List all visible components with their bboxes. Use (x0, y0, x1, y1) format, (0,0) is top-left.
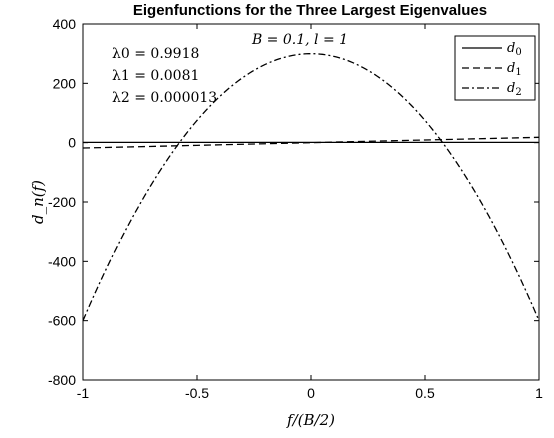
x-tick-label: -1 (77, 385, 90, 401)
y-tick-label: 0 (68, 135, 76, 151)
y-axis-label: d_n(f) (29, 180, 47, 224)
eigenvalue-2: λ2 = 0.000013 (112, 90, 217, 106)
series-d2-line (82, 53, 540, 321)
x-tick-label: 0 (307, 385, 315, 401)
series-d1-line (82, 136, 540, 149)
ticks-layer: -1 -0.5 0 0.5 1 400 200 0 -200 -400 -600 -800 (48, 16, 543, 401)
x-tick-label: 0.5 (415, 385, 435, 401)
y-tick-label: -400 (48, 253, 76, 269)
x-axis-label: f/(B/2) (286, 411, 335, 429)
eigenvalue-0: λ0 = 0.9918 (112, 46, 199, 62)
eigenvalue-1: λ1 = 0.0081 (112, 68, 199, 84)
params-annotation: B = 0.1, l = 1 (251, 32, 348, 48)
y-tick-label: -800 (48, 372, 76, 388)
legend-label-d1: d1 (507, 61, 522, 78)
x-tick-label: 1 (535, 385, 543, 401)
y-tick-label: -200 (48, 194, 76, 210)
chart-title: Eigenfunctions for the Three Largest Eig… (133, 2, 487, 19)
y-tick-label: 200 (53, 75, 77, 91)
y-tick-label: -600 (48, 313, 76, 329)
legend: d0 d1 d2 (454, 35, 536, 101)
legend-label-d2: d2 (507, 81, 522, 98)
legend-label-d0: d0 (507, 41, 522, 58)
x-tick-label: -0.5 (185, 385, 209, 401)
series-layer (82, 53, 540, 321)
y-tick-label: 400 (53, 16, 77, 32)
